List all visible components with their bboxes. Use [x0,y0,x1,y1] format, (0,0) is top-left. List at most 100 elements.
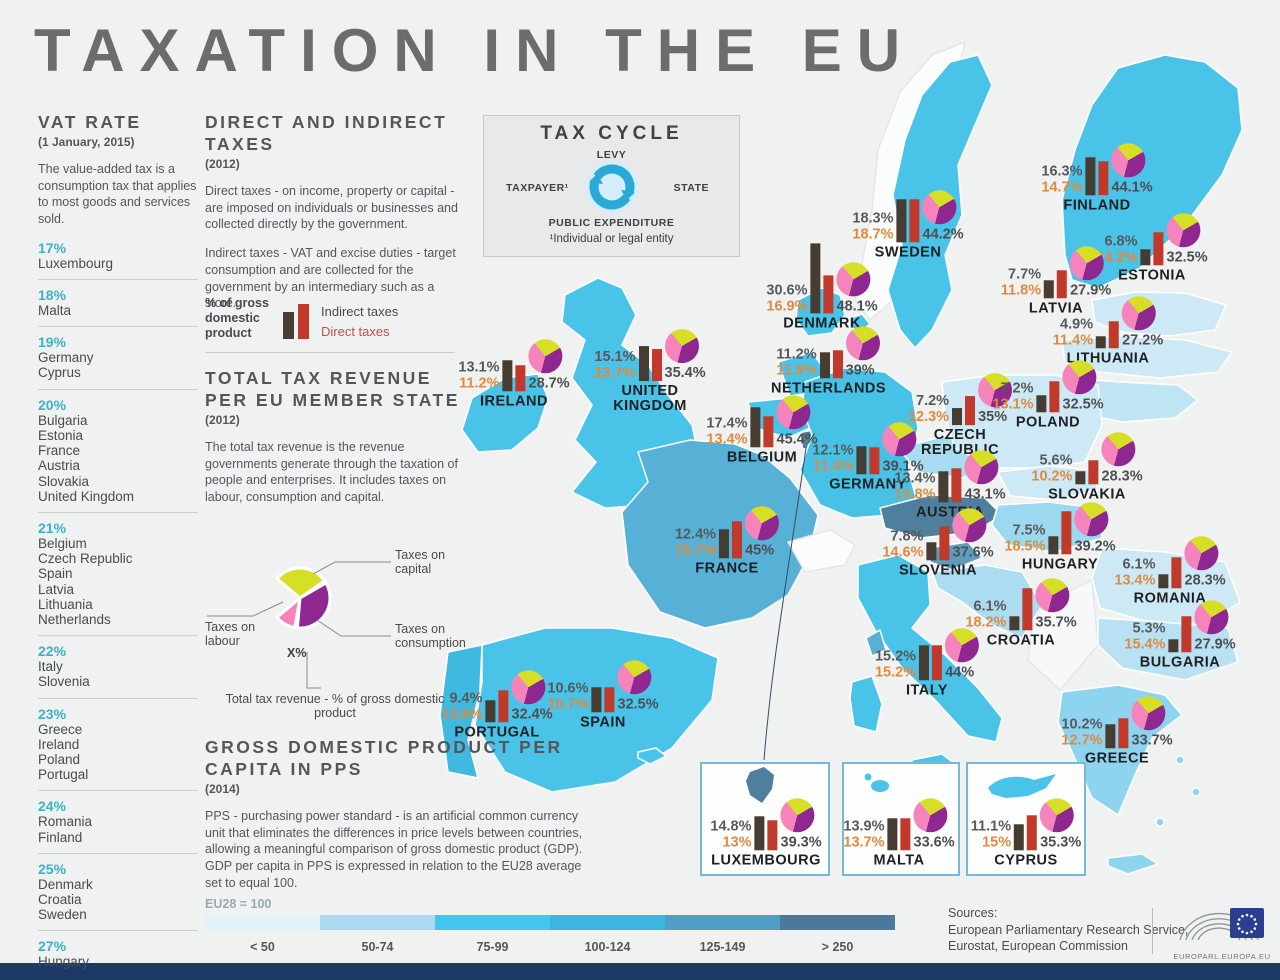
indirect-tax-value: 18.3% [852,210,894,227]
marker-bars [887,817,911,850]
marker-values: 17.4% 13.4% [706,416,747,447]
country-marker-austria: 13.4% 14.8% 43.1% AUSTRIA [894,450,1006,520]
marker-chart-row: 7.7% 11.8% 27.9% [1001,246,1111,298]
country-marker-greece: 10.2% 12.7% 33.7% GREECE [1061,696,1173,766]
map-shape-crete [1107,853,1159,875]
tax-composition-pie [1101,432,1136,467]
direct-indirect-section: DIRECT AND INDIRECT TAXES (2012) Direct … [205,112,463,312]
country-marker-lithuania: 4.9% 11.4% 27.2% LITHUANIA [1053,296,1163,366]
indirect-tax-bar [919,644,930,680]
vat-group: 22% Italy Slovenia [38,643,198,689]
vat-group: 27% Hungary [38,938,198,969]
country-marker-luxembourg: 14.8% 13% 39.3% LUXEMBOURG [710,798,822,868]
vat-country-name: Croatia [38,891,82,907]
indirect-tax-value: 13.1% [458,359,500,376]
pie-slice-labour [274,594,303,630]
vat-country-name: Italy [38,659,63,675]
vat-heading: VAT RATE [38,112,142,132]
country-marker-latvia: 7.7% 11.8% 27.9% LATVIA [1001,246,1111,316]
indirect-tax-bar [856,445,867,474]
vat-country-name: Ireland [38,736,80,752]
map-shape-finland [1061,54,1243,289]
total-tax-revenue-value: 35.7% [1035,614,1077,631]
direct-tax-value: 13.1% [992,396,1034,413]
tax-composition-pie [978,373,1013,408]
direct-tax-bar [515,364,526,391]
country-marker-uk: 15.1% 13.7% 35.4% UNITED KINGDOM [593,329,707,414]
total-tax-revenue-value: 27.9% [1070,282,1112,299]
total-tax-heading: TOTAL TAX REVENUE PER EU MEMBER STATE [205,368,460,410]
direct-tax-bar [1027,815,1038,850]
indirect-tax-bar [1158,573,1169,588]
country-name-label: LATVIA [1028,299,1084,316]
map-shape-corsica [865,629,887,657]
vat-rate-value: 22% [38,643,67,660]
indirect-tax-value: 6.8% [1104,233,1138,250]
indirect-tax-bar-swatch [283,312,294,339]
tax-composition-pie [780,798,815,833]
eu28-baseline-label: EU28 = 100 [205,897,272,911]
tax-composition-pie [1062,360,1097,395]
vat-country-name: Hungary [38,954,90,970]
marker-bars [719,521,743,558]
direct-tax-bar [1049,381,1060,412]
tax-composition-pie [964,450,999,485]
malta-silhouette [864,773,889,792]
total-tax-revenue-value: 33.7% [1131,732,1173,749]
vat-country-name: Slovakia [38,473,90,489]
indirect-tax-value: 12.1% [812,442,854,459]
marker-chart-row: 15.2% 15.2% 44% [875,628,980,680]
marker-values: 7.5% 18.5% [1004,523,1045,554]
total-tax-revenue-value: 45% [745,542,775,559]
marker-bars [819,350,843,378]
gdp-scale-tick-label: 50-74 [361,940,394,954]
map-shape-bulgaria [1097,617,1239,681]
direct-tax-bar [939,526,950,560]
luxembourg-callout-line [763,447,807,761]
marker-bars [1014,815,1038,850]
europarl-url-label: EUROPARL.EUROPA.EU [1173,952,1271,961]
tax-cycle-footnote: ¹Individual or legal entity [549,233,674,245]
indirect-tax-value: 16.3% [1041,163,1083,180]
direct-tax-value: 16.9% [766,298,808,315]
country-marker-france: 12.4% 15.7% 45% FRANCE [674,506,780,576]
country-name-label: SWEDEN [874,243,942,260]
tax-composition-pie [664,329,699,364]
tax-composition-pie [1035,578,1070,613]
marker-pie-total: 44% [945,628,980,680]
indirect-tax-value: 7.2% [916,393,950,410]
total-tax-revenue-value: 32.5% [1062,396,1104,413]
vat-country-name: Netherlands [38,611,111,627]
country-name-label: ITALY [906,681,948,698]
total-tax-revenue-value: 32.5% [1166,249,1208,266]
vat-country-name: Poland [38,751,81,767]
marker-values: 14.8% 13% [710,819,751,850]
marker-pie-total: 27.9% [1070,246,1111,298]
sources-line-1: European Parliamentary Research Service, [948,922,1189,937]
marker-values: 18.3% 18.7% [852,211,893,242]
vat-groups: 17% Luxembourg 18% Malta 19% Germany Cyprus 20%… [38,240,198,970]
vat-separator [38,511,198,513]
country-name-label: POLAND [1015,413,1081,430]
vat-rate-value: 18% [38,287,67,304]
marker-values: 7.7% 11.8% [1001,267,1041,298]
vat-country-name: Slovenia [38,674,90,690]
direct-tax-value: 14.6% [882,544,924,561]
tax-composition-pie [776,395,811,430]
direct-tax-value: 15.7% [674,542,717,559]
total-tax-revenue-value: 43.1% [964,486,1006,503]
marker-pie-total: 45% [745,506,780,559]
direct-tax-value: 10.7% [547,696,589,713]
marker-bars [1158,556,1182,588]
marker-bars [1168,616,1192,652]
direct-tax-value: 12.3% [907,408,950,425]
marker-bars [1044,270,1068,298]
indirect-tax-value: 10.6% [547,680,589,697]
tax-composition-pie [1131,696,1166,731]
country-marker-finland: 16.3% 14.7% 44.1% FINLAND [1041,143,1153,213]
vat-rate-value: 23% [38,705,67,722]
marker-bars [919,644,943,680]
marker-chart-row: 14.8% 13% 39.3% [710,798,822,850]
indirect-tax-bar [754,815,765,850]
vat-rate-value: 21% [38,519,67,536]
